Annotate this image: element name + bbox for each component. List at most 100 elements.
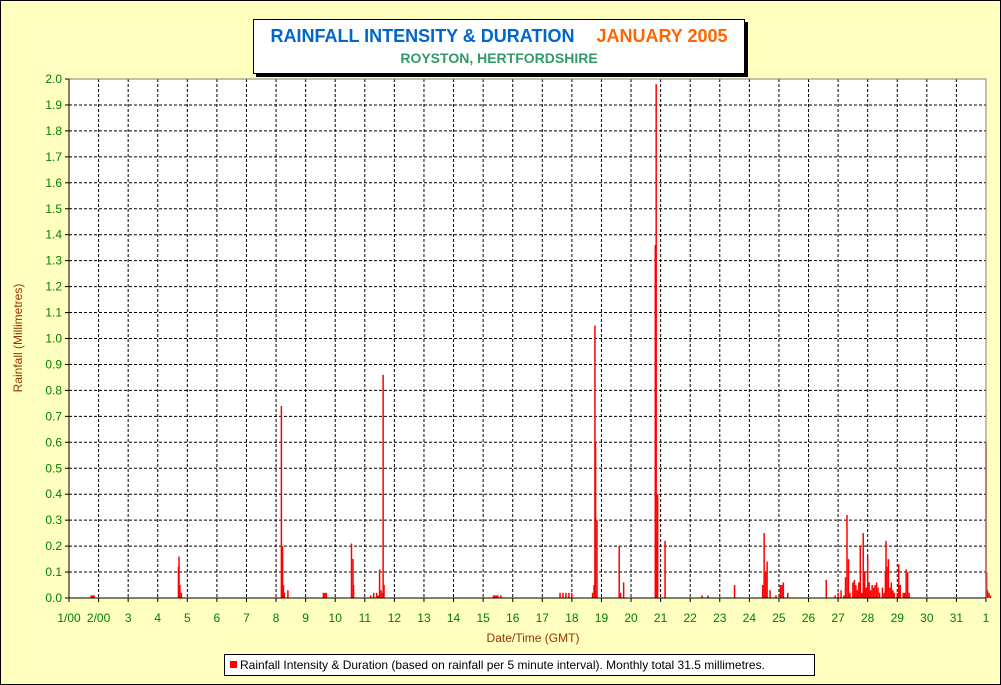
y-tick-label: 0.1 [45,565,62,579]
rainfall-bar [775,595,777,598]
rainfall-bar [180,592,183,598]
rainfall-bar [899,585,901,598]
rainfall-bar [885,540,887,598]
y-tick-label: 1.9 [45,98,62,112]
y-tick-label: 1.0 [45,332,62,346]
y-tick-label: 2.0 [45,72,62,86]
rainfall-bar [287,590,289,598]
rainfall-bar [495,595,498,598]
rainfall-bar [844,577,847,598]
rainfall-bar [847,559,850,598]
x-tick-label: 1 [983,611,990,625]
x-tick-label: 14 [447,611,461,625]
rainfall-bar [568,592,570,598]
rainfall-bar [859,546,862,598]
y-tick-label: 0.8 [45,383,62,397]
rainfall-bar [872,587,875,598]
legend-swatch [230,661,237,668]
rainfall-bar [763,533,765,598]
rainfall-bar [868,582,870,598]
rainfall-bar [989,595,992,598]
rainfall-bar [881,587,884,598]
y-tick-label: 0.5 [45,461,62,475]
rainfall-bar [869,590,872,598]
rainfall-bar [281,546,284,598]
rainfall-bar [324,592,326,598]
x-tick-label: 25 [772,611,786,625]
y-tick-label: 1.6 [45,176,62,190]
rainfall-bar [890,582,893,598]
y-tick-label: 0.4 [45,487,62,501]
rainfall-bar [825,579,828,598]
rainfall-bar [787,592,789,598]
y-tick-label: 1.3 [45,254,62,268]
rainfall-bar [654,245,657,598]
rainfall-bar [593,585,595,598]
rainfall-bar [280,405,283,598]
rainfall-bar [322,592,325,598]
x-tick-label: 6 [214,611,221,625]
rainfall-bar [781,585,783,598]
rainfall-bar [283,592,286,598]
rainfall-bar [664,540,666,598]
x-tick-label: 1/00 [57,611,81,625]
rainfall-bar [382,374,384,598]
title-line: RAINFALL INTENSITY & DURATION JANUARY 200… [254,26,744,47]
y-tick-label: 1.8 [45,124,62,138]
rainfall-bar [766,561,768,598]
x-tick-label: 17 [536,611,550,625]
x-tick-label: 4 [154,611,161,625]
rainfall-bar [843,595,845,598]
rainfall-bar [369,595,372,598]
rainfall-bar [986,590,989,598]
rainfall-bar [874,585,876,598]
rainfall-bar [492,595,495,598]
rainfall-bar [733,585,736,598]
rainfall-bar [779,585,782,598]
rainfall-bar [893,592,896,598]
rainfall-bar [856,590,859,598]
y-tick-label: 1.4 [45,228,62,242]
rainfall-bar [282,585,285,598]
rainfall-bar [863,572,866,598]
y-tick-label: 0.3 [45,513,62,527]
legend: Rainfall Intensity & Duration (based on … [224,654,815,676]
rainfall-bar [892,590,894,598]
rainfall-bar [761,585,764,598]
x-tick-label: 29 [891,611,905,625]
y-axis-label: Rainfall (Millimetres) [11,283,25,393]
rainfall-bar [866,556,869,598]
rainfall-bar [846,514,848,598]
rainfall-bar [500,595,502,598]
x-tick-label: 27 [831,611,845,625]
y-tick-label: 1.1 [45,306,62,320]
rainfall-bar [875,582,878,598]
rainfall-bar [871,585,873,598]
y-tick-label: 0.7 [45,409,62,423]
x-tick-label: 15 [476,611,490,625]
chart-subtitle: ROYSTON, HERTFORDSHIRE [400,50,598,66]
rainfall-bar [350,543,353,598]
x-tick-label: 5 [184,611,191,625]
rainfall-bar [619,592,622,598]
rainfall-bar [383,585,385,598]
rainfall-bar [178,556,180,598]
rainfall-bar [840,590,842,598]
x-axis-label: Date/Time (GMT) [486,631,580,645]
x-tick-label: 16 [506,611,520,625]
rainfall-bar [378,569,381,598]
rainfall-bar [883,592,885,598]
chart-title: RAINFALL INTENSITY & DURATION [270,26,575,46]
x-tick-label: 12 [388,611,402,625]
rainfall-bar [858,582,860,598]
rainfall-bar [655,84,657,598]
x-tick-label: 24 [743,611,757,625]
y-tick-label: 0.9 [45,357,62,371]
x-tick-label: 30 [920,611,934,625]
x-tick-label: 20 [624,611,638,625]
rainfall-bar [622,582,625,598]
rainfall-bar [591,592,594,598]
rainfall-bar [701,595,703,598]
rainfall-bar [908,592,910,598]
